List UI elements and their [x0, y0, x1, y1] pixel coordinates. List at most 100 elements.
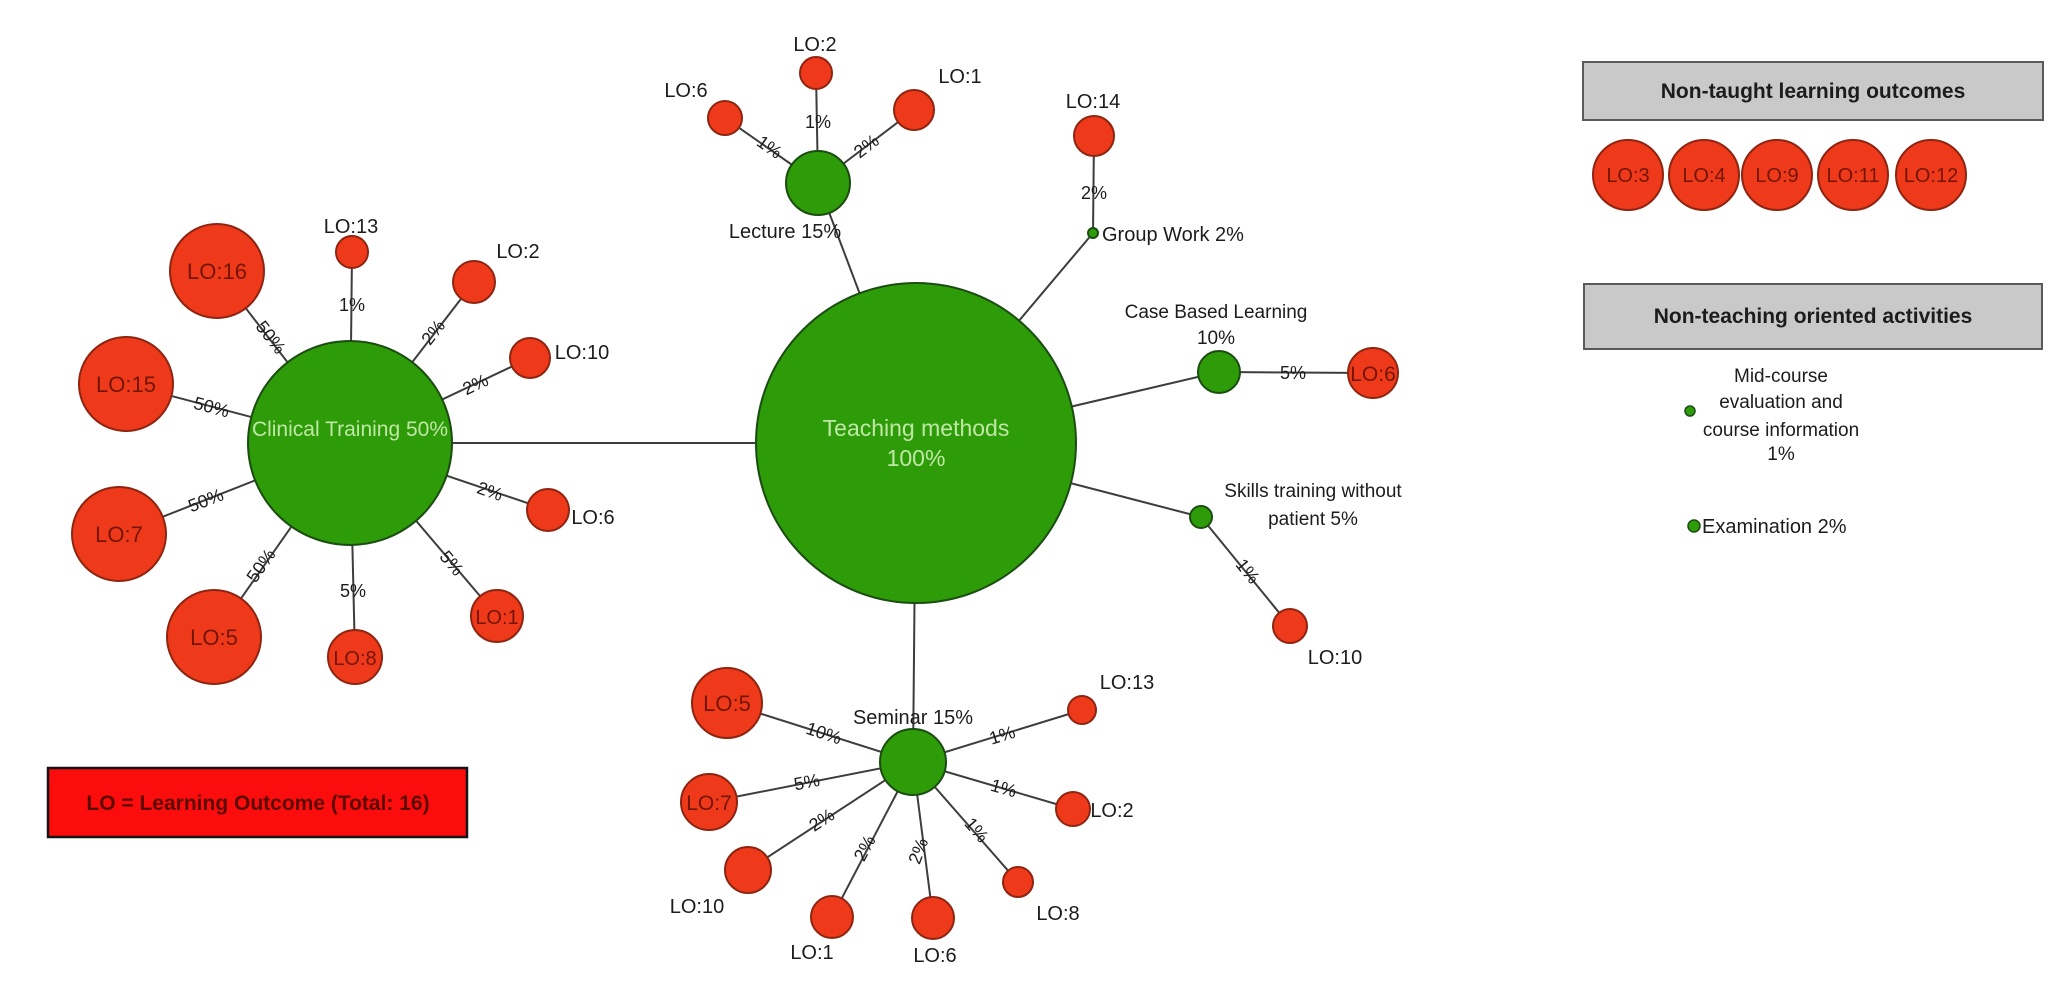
edge-lecture-lc_lo2-percent-label: 1%	[805, 112, 831, 132]
node-se_lo7-label: LO:7	[686, 792, 732, 815]
edge-seminar-se_lo8-percent-label: 1%	[960, 814, 992, 847]
node-st_lo10-label: LO:10	[1308, 647, 1362, 669]
edge-clinical-ct_lo8-percent-label: 5%	[340, 581, 366, 601]
node-ct_lo10-label: LO:10	[555, 342, 609, 364]
node-se_lo13	[1067, 695, 1097, 725]
non-taught-legend-box	[1582, 61, 2044, 121]
node-ct_lo8-label: LO:8	[333, 648, 376, 670]
node-ct_lo1-label: LO:1	[475, 607, 518, 629]
node-ct_lo6-label: LO:6	[571, 507, 614, 529]
midcourse-dot	[1684, 405, 1696, 417]
node-se_lo5-label: LO:5	[703, 691, 751, 716]
node-ct_lo16-label: LO:16	[187, 259, 247, 284]
midcourse-label: evaluation and	[1719, 392, 1843, 413]
edge-cbl-cb_lo6-percent-label: 5%	[1280, 363, 1306, 383]
non-taught-node-label: LO:4	[1682, 165, 1725, 187]
node-se_lo1-label: LO:1	[790, 942, 833, 964]
node-cb_lo6-label: LO:6	[1350, 363, 1396, 386]
node-ct_lo8	[327, 629, 383, 685]
node-lc_lo2	[799, 56, 833, 90]
non-taught-node-label: LO:3	[1606, 165, 1649, 187]
edge-clinical-ct_lo10-percent-label: 2%	[459, 370, 491, 399]
node-ct_lo2-label: LO:2	[496, 241, 539, 263]
node-ct_lo6	[526, 488, 570, 532]
node-ct_lo7-label: LO:7	[95, 522, 143, 547]
node-ct_lo13-label: LO:13	[324, 216, 378, 238]
non-taught-node-lo-9	[1741, 139, 1813, 211]
node-ct_lo16	[169, 223, 265, 319]
node-teaching-label: Teaching methods	[823, 415, 1010, 441]
node-skills-label: Skills training without	[1224, 481, 1402, 502]
edge-seminar-se_lo10-percent-label: 2%	[805, 804, 838, 835]
edge-lecture-lc_lo1-percent-label: 2%	[850, 130, 883, 162]
node-se_lo10-label: LO:10	[670, 896, 724, 918]
node-skills	[1189, 505, 1213, 529]
node-ct_lo10	[509, 337, 551, 379]
node-groupwork-label: Group Work 2%	[1102, 224, 1244, 246]
examination-label: Examination 2%	[1702, 516, 1847, 538]
non-taught-node-lo-12	[1895, 139, 1967, 211]
node-ct_lo7	[71, 486, 167, 582]
edge-seminar-se_lo7	[708, 761, 914, 803]
non-taught-node-lo-3	[1592, 139, 1664, 211]
node-lecture	[785, 150, 851, 216]
node-ct_lo15-label: LO:15	[96, 372, 156, 397]
lo-abbreviation-note-box	[46, 766, 469, 839]
node-se_lo2	[1055, 791, 1091, 827]
node-ct_lo13	[335, 235, 369, 269]
node-seminar-label: Seminar 15%	[853, 707, 973, 729]
node-se_lo5	[691, 667, 763, 739]
node-ct_lo1	[470, 589, 524, 643]
node-se_lo6	[911, 896, 955, 940]
node-se_lo10	[724, 846, 772, 894]
node-se_lo6-label: LO:6	[913, 945, 956, 967]
edge-clinical-ct_lo13-percent-label: 1%	[339, 295, 365, 315]
node-st_lo10	[1272, 608, 1308, 644]
edge-seminar-se_lo7-percent-label: 5%	[792, 770, 821, 795]
node-cbl-label: 10%	[1197, 328, 1235, 349]
node-ct_lo5-label: LO:5	[190, 625, 238, 650]
node-se_lo13-label: LO:13	[1100, 672, 1154, 694]
node-cbl-label: Case Based Learning	[1125, 302, 1308, 323]
midcourse-label: 1%	[1767, 444, 1795, 465]
node-skills-label: patient 5%	[1268, 509, 1358, 530]
non-teaching-legend-title: Non-teaching oriented activities	[1654, 305, 1973, 328]
node-lc_lo2-label: LO:2	[793, 34, 836, 56]
midcourse-label: course information	[1703, 420, 1859, 441]
node-se_lo8-label: LO:8	[1036, 903, 1079, 925]
node-se_lo1	[810, 895, 854, 939]
node-teaching	[755, 282, 1077, 604]
node-ct_lo2	[452, 260, 496, 304]
edge-seminar-se_lo5-percent-label: 10%	[804, 718, 844, 748]
node-clinical-label: Clinical Training 50%	[252, 418, 448, 441]
edge-seminar-se_lo6-percent-label: 2%	[905, 835, 933, 866]
edge-skills-st_lo10	[1200, 516, 1291, 627]
node-se_lo8	[1002, 866, 1034, 898]
node-ct_lo15	[78, 336, 174, 432]
non-taught-legend-title: Non-taught learning outcomes	[1661, 80, 1966, 103]
node-gw_lo14-label: LO:14	[1066, 91, 1120, 113]
node-seminar	[879, 728, 947, 796]
edge-clinical-ct_lo6-percent-label: 2%	[474, 478, 505, 505]
edge-clinical-ct_lo15-percent-label: 50%	[192, 393, 232, 422]
node-cbl	[1197, 350, 1241, 394]
non-taught-node-label: LO:12	[1904, 165, 1958, 187]
edge-groupwork-gw_lo14-percent-label: 2%	[1081, 183, 1107, 203]
node-ct_lo5	[166, 589, 262, 685]
node-lc_lo6-label: LO:6	[664, 80, 707, 102]
node-gw_lo14	[1073, 115, 1115, 157]
non-teaching-legend-box	[1583, 283, 2043, 350]
lo-abbreviation-note-text: LO = Learning Outcome (Total: 16)	[86, 792, 429, 815]
node-lc_lo1-label: LO:1	[938, 66, 981, 88]
midcourse-label: Mid-course	[1734, 366, 1828, 387]
node-lecture-label: Lecture 15%	[729, 221, 842, 243]
node-cb_lo6	[1347, 347, 1399, 399]
node-clinical	[247, 340, 453, 546]
edge-seminar-se_lo13-percent-label: 1%	[987, 722, 1018, 749]
non-taught-node-lo-4	[1668, 139, 1740, 211]
examination-dot	[1687, 519, 1701, 533]
edge-seminar-se_lo1-percent-label: 2%	[850, 832, 880, 864]
node-lc_lo1	[893, 89, 935, 131]
